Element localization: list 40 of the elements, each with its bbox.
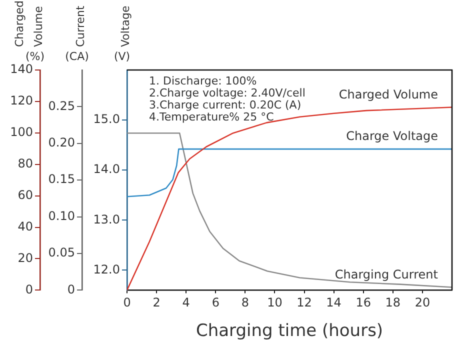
y2-tick-label: 0.10 [48,208,75,223]
y-tick-label: 12.0 [93,262,120,276]
y-tick-label: 14.0 [93,162,120,176]
x-tick-label: 12 [296,296,312,310]
x-tick-label: 8 [241,296,249,310]
y3-tick-label: 40 [18,219,33,234]
y2-axis-title: Current (CA) [65,5,89,63]
x-tick-label: 10 [267,296,282,310]
annotation: 1. Discharge: 100% [149,74,257,88]
annotation: 3.Charge current: 0.20C (A) [149,98,302,112]
y3-tick-label: 100 [10,125,33,140]
y3-tick-label: 120 [10,94,33,108]
x-tick-label: 14 [326,296,342,310]
annotation: 2.Charge voltage: 2.40V/cell [149,86,306,100]
y3-tick-label: 0 [25,282,33,296]
x-tick-label: 18 [385,296,401,310]
y2-tick-label: 0.15 [48,172,75,186]
y3-tick-label: 80 [18,156,33,170]
y3-tick-label: 140 [10,62,33,76]
x-tick-label: 6 [212,296,220,310]
series-label: Charging Current [334,267,438,282]
x-axis-title: Charging time (hours) [196,321,384,342]
y3-tick-label: 60 [18,188,33,202]
x-tick-label: 20 [414,296,430,310]
y-axis-title: Voltage (V) [114,6,132,63]
x-tick-label: 2 [152,296,160,310]
series-label: Charge Voltage [346,129,438,144]
y2-tick-label: 0.25 [48,98,75,113]
y2-tick-label: 0.20 [48,136,75,150]
series-label: Charged Volume [338,87,438,102]
y2-tick-label: 0.05 [48,246,75,260]
y3-axis-title: Charged Volume (%) [12,0,45,63]
x-tick-label: 16 [356,296,372,310]
annotation: 4.Temperature% 25 °C [149,110,274,124]
x-tick-label: 4 [182,296,190,310]
x-tick-label: 0 [123,296,131,310]
y2-tick-label: 0 [67,282,75,296]
y-tick-label: 15.0 [93,112,120,126]
y-tick-label: 13.0 [93,212,120,226]
y3-tick-label: 20 [18,250,33,265]
